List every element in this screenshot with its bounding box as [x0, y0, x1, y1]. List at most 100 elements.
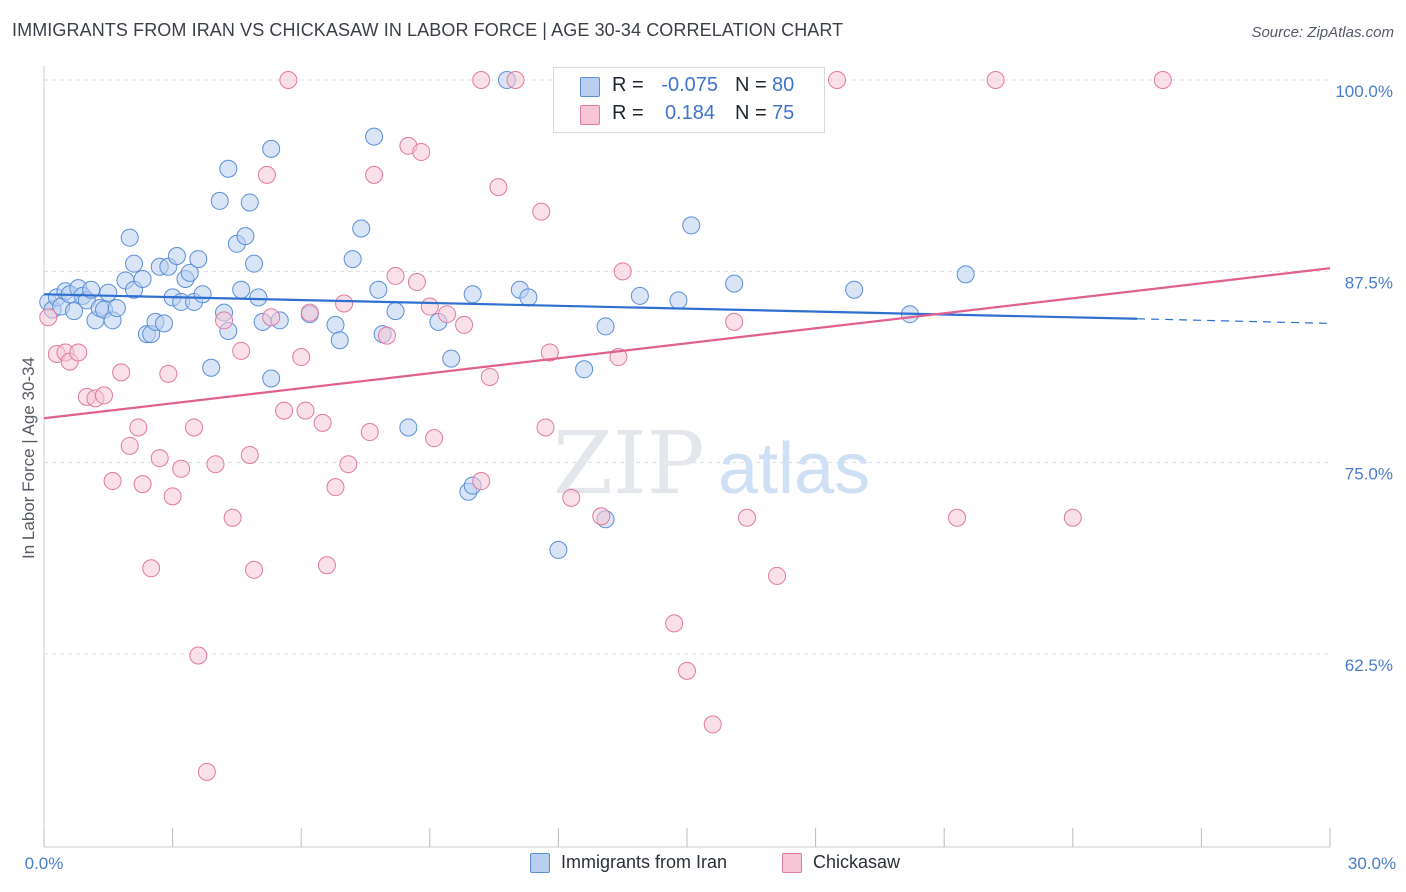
trend-line-chickasaw [43, 267, 1331, 420]
series-immigrants-from-iran [39, 71, 975, 559]
iran-point-6 [65, 302, 84, 321]
chickasaw-point-4 [69, 343, 88, 362]
iran-point-44 [240, 193, 259, 212]
chickasaw-point-46 [425, 429, 444, 448]
iran-point-36 [202, 358, 221, 377]
chickasaw-point-52 [506, 71, 525, 89]
legend-r-value-iran: -0.075 [661, 74, 718, 96]
chickasaw-point-71 [1153, 71, 1172, 89]
legend-r-label-2: R = [612, 102, 644, 124]
chickasaw-point-26 [245, 560, 264, 579]
chickasaw-point-57 [592, 507, 611, 526]
chickasaw-point-54 [536, 418, 555, 437]
chickasaw-point-21 [206, 455, 225, 474]
iran-point-69 [575, 360, 594, 379]
correlation-legend: R = -0.075 N = 80 R = 0.184 N = 75 [553, 67, 825, 133]
chickasaw-point-47 [437, 305, 456, 324]
chickasaw-point-8 [103, 472, 122, 491]
y-tick-label-3: 100.0% [1335, 82, 1393, 101]
iran-point-73 [669, 291, 688, 310]
legend-swatch-chickasaw [580, 105, 600, 125]
chickasaw-point-19 [189, 646, 208, 665]
chickasaw-point-48 [455, 315, 474, 334]
iran-point-43 [236, 227, 255, 246]
bottom-legend-swatch-chickasaw [782, 853, 802, 873]
chart-title: IMMIGRANTS FROM IRAN VS CHICKASAW IN LAB… [12, 20, 844, 40]
chickasaw-point-39 [365, 165, 384, 184]
chickasaw-point-62 [703, 715, 722, 734]
iran-point-62 [442, 349, 461, 368]
iran-point-18 [120, 228, 139, 247]
trend-line-iran-extension [1137, 318, 1331, 324]
chickasaw-point-34 [317, 556, 336, 575]
x-tick-label-max: 30.0% [1348, 854, 1396, 873]
chickasaw-point-33 [313, 413, 332, 432]
iran-point-14 [99, 283, 118, 302]
chickasaw-point-15 [159, 364, 178, 383]
iran-point-56 [365, 127, 384, 146]
legend-swatch-iran [580, 77, 600, 97]
chickasaw-point-72 [279, 71, 298, 89]
chickasaw-point-68 [948, 508, 967, 527]
iran-point-59 [386, 302, 405, 321]
trend-line-iran [43, 293, 1138, 320]
bottom-legend-label-chickasaw: Chickasaw [813, 852, 901, 872]
y-tick-label-0: 62.5% [1345, 656, 1393, 675]
bottom-legend-swatch-iran [530, 853, 550, 873]
iran-point-52 [326, 315, 345, 334]
iran-point-72 [630, 286, 649, 305]
chickasaw-point-27 [257, 165, 276, 184]
y-axis-label: In Labor Force | Age 30-34 [19, 357, 38, 559]
chickasaw-point-23 [223, 508, 242, 527]
iran-point-76 [845, 280, 864, 299]
y-tick-label-1: 75.0% [1345, 465, 1393, 484]
iran-point-16 [107, 299, 126, 318]
legend-n-value-chickasaw: 75 [772, 102, 795, 124]
iran-point-55 [352, 219, 371, 238]
chickasaw-point-63 [725, 312, 744, 331]
iran-point-75 [725, 274, 744, 293]
chickasaw-point-9 [112, 363, 131, 382]
iran-point-57 [369, 280, 388, 299]
legend-n-label-2: N = [735, 102, 767, 124]
chickasaw-point-69 [986, 71, 1005, 89]
trend-lines [43, 267, 1331, 420]
iran-point-20 [125, 254, 144, 273]
chickasaw-point-30 [292, 348, 311, 367]
chickasaw-point-36 [335, 294, 354, 313]
chickasaw-point-64 [738, 508, 757, 527]
iran-point-26 [155, 314, 174, 333]
iran-point-21 [133, 269, 152, 288]
iran-point-71 [596, 317, 615, 336]
chickasaw-point-49 [472, 472, 491, 491]
chickasaw-point-20 [197, 762, 216, 781]
chickasaw-point-0 [39, 308, 58, 327]
iran-point-78 [956, 265, 975, 284]
chickasaw-point-61 [678, 661, 696, 680]
iran-point-46 [249, 288, 268, 307]
iran-point-29 [167, 247, 186, 266]
chickasaw-point-22 [215, 311, 234, 330]
chickasaw-point-29 [275, 401, 294, 420]
chickasaw-point-41 [386, 266, 405, 285]
iran-point-67 [519, 288, 538, 307]
iran-point-49 [262, 369, 281, 388]
iran-point-10 [82, 280, 101, 299]
watermark-atlas: atlas [718, 429, 870, 509]
chickasaw-point-14 [150, 449, 169, 468]
chickasaw-point-55 [540, 343, 559, 362]
iran-point-74 [682, 216, 701, 235]
iran-point-39 [219, 159, 238, 178]
chickasaw-point-43 [407, 273, 426, 292]
chickasaw-point-66 [768, 566, 787, 585]
chickasaw-point-16 [163, 487, 182, 506]
legend-r-label: R = [612, 74, 644, 96]
chickasaw-point-67 [828, 71, 847, 89]
chickasaw-point-18 [185, 418, 204, 437]
chickasaw-point-11 [129, 418, 148, 437]
iran-point-37 [210, 191, 229, 210]
chickasaw-point-28 [262, 308, 281, 327]
chickasaw-point-24 [232, 341, 251, 360]
iran-point-45 [245, 254, 264, 273]
